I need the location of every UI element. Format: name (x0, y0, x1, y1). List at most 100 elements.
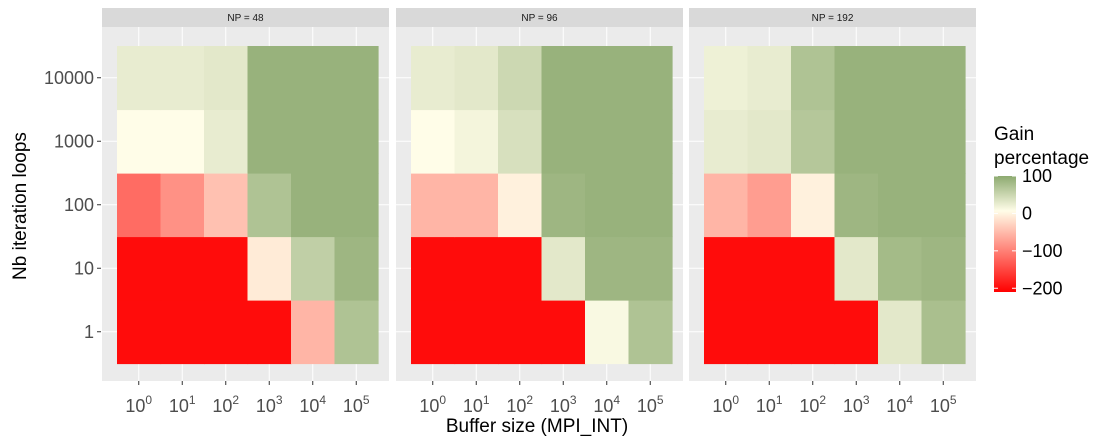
x-tick-label: 102 (506, 393, 533, 416)
heatmap-cell (747, 109, 792, 174)
heatmap-cell (834, 236, 879, 301)
heatmap-cell (585, 236, 630, 301)
heatmap-cell (585, 46, 630, 111)
x-tick-label: 103 (256, 393, 283, 416)
heatmap-cell (628, 109, 673, 174)
x-tick-label: 101 (463, 393, 490, 416)
heatmap-cell (878, 300, 923, 365)
heatmap-cell (541, 109, 586, 174)
heatmap-cell (878, 173, 923, 238)
heatmap-cell (834, 300, 879, 365)
legend-break-label: −100 (1022, 241, 1063, 261)
y-tick-label: 1000 (54, 131, 94, 151)
heatmap-cell (921, 173, 966, 238)
heatmap-cell (498, 46, 543, 111)
heatmap-cell (454, 46, 499, 111)
heatmap-cell (291, 46, 336, 111)
color-legend: Gain percentage 100 0 −100 −200 (994, 124, 1089, 298)
heatmap-cell (585, 300, 630, 365)
heatmap-cell (498, 109, 543, 174)
x-tick-label: 105 (637, 393, 664, 416)
heatmap-cell (411, 300, 456, 365)
heatmap-cell (541, 46, 586, 111)
heatmap-cell (454, 236, 499, 301)
x-tick-label: 104 (593, 393, 620, 416)
heatmap-cell (160, 173, 205, 238)
facet-strip (689, 8, 976, 27)
heatmap-cell (541, 300, 586, 365)
x-tick-label: 102 (799, 393, 826, 416)
legend-title-line-2: percentage (994, 148, 1089, 169)
x-tick-label: 103 (550, 393, 577, 416)
legend-colorbar (994, 176, 1016, 292)
heatmap-cell (117, 300, 162, 365)
heatmap-cell (334, 46, 379, 111)
heatmap-cell (628, 236, 673, 301)
heatmap-cell (878, 46, 923, 111)
heatmap-cell (791, 173, 836, 238)
legend-title-line-1: Gain (994, 124, 1034, 145)
heatmap-cell (291, 300, 336, 365)
facet-strip-label: NP = 192 (812, 13, 854, 24)
heatmap-cell (498, 236, 543, 301)
heatmap-cell (921, 300, 966, 365)
heatmap-cell (878, 236, 923, 301)
heatmap-cell (834, 173, 879, 238)
heatmap-cell (628, 173, 673, 238)
heatmap-cell (160, 300, 205, 365)
heatmap-cell (334, 109, 379, 174)
heatmap-cell (117, 46, 162, 111)
heatmap-cell (628, 46, 673, 111)
heatmap-cell (334, 173, 379, 238)
heatmap-cell (921, 236, 966, 301)
heatmap-cell (704, 109, 749, 174)
x-tick-label: 102 (212, 393, 239, 416)
heatmap-cell (334, 236, 379, 301)
legend-break-label: −200 (1022, 278, 1063, 298)
x-tick-label: 105 (343, 393, 370, 416)
y-axis-title: Nb iteration loops (10, 132, 31, 280)
heatmap-cell (878, 109, 923, 174)
x-axis-title: Buffer size (MPI_INT) (446, 416, 628, 437)
heatmap-cell (585, 109, 630, 174)
heatmap-cell (411, 109, 456, 174)
heatmap-cell (704, 300, 749, 365)
legend-break-label: 100 (1022, 166, 1052, 186)
x-tick-label: 101 (756, 393, 783, 416)
heatmap-cell (160, 46, 205, 111)
heatmap-cell (541, 173, 586, 238)
facet-panel: NP = 48 100 101 102 103 104 105 (102, 8, 389, 416)
heatmap-cell (247, 300, 292, 365)
heatmap-cell (747, 236, 792, 301)
heatmap-cell (247, 109, 292, 174)
heatmap-cell (704, 46, 749, 111)
heatmap-cell (117, 236, 162, 301)
heatmap-cell (747, 173, 792, 238)
facet-panel: NP = 96 100 101 102 103 104 105 (396, 8, 683, 416)
heatmap-cell (921, 46, 966, 111)
facet-strip (396, 8, 683, 27)
heatmap-cell (498, 173, 543, 238)
heatmap-cell (498, 300, 543, 365)
x-tick-label: 105 (930, 393, 957, 416)
heatmap-cell (791, 109, 836, 174)
heatmap-cell (204, 46, 249, 111)
heatmap-cell (704, 173, 749, 238)
heatmap-cell (411, 46, 456, 111)
heatmap-cell (204, 236, 249, 301)
y-tick-label: 100 (64, 195, 94, 215)
x-tick-label: 103 (843, 393, 870, 416)
heatmap-cell (834, 109, 879, 174)
facet-strip-label: NP = 96 (521, 13, 558, 24)
y-tick-label: 10000 (44, 68, 94, 88)
heatmap-cell (921, 109, 966, 174)
heatmap-cell (747, 46, 792, 111)
heatmap-cell (541, 236, 586, 301)
heatmap-cell (454, 300, 499, 365)
x-tick-label: 104 (299, 393, 326, 416)
heatmap-cell (204, 300, 249, 365)
x-tick-label: 100 (125, 393, 152, 416)
heatmap-cell (411, 173, 456, 238)
